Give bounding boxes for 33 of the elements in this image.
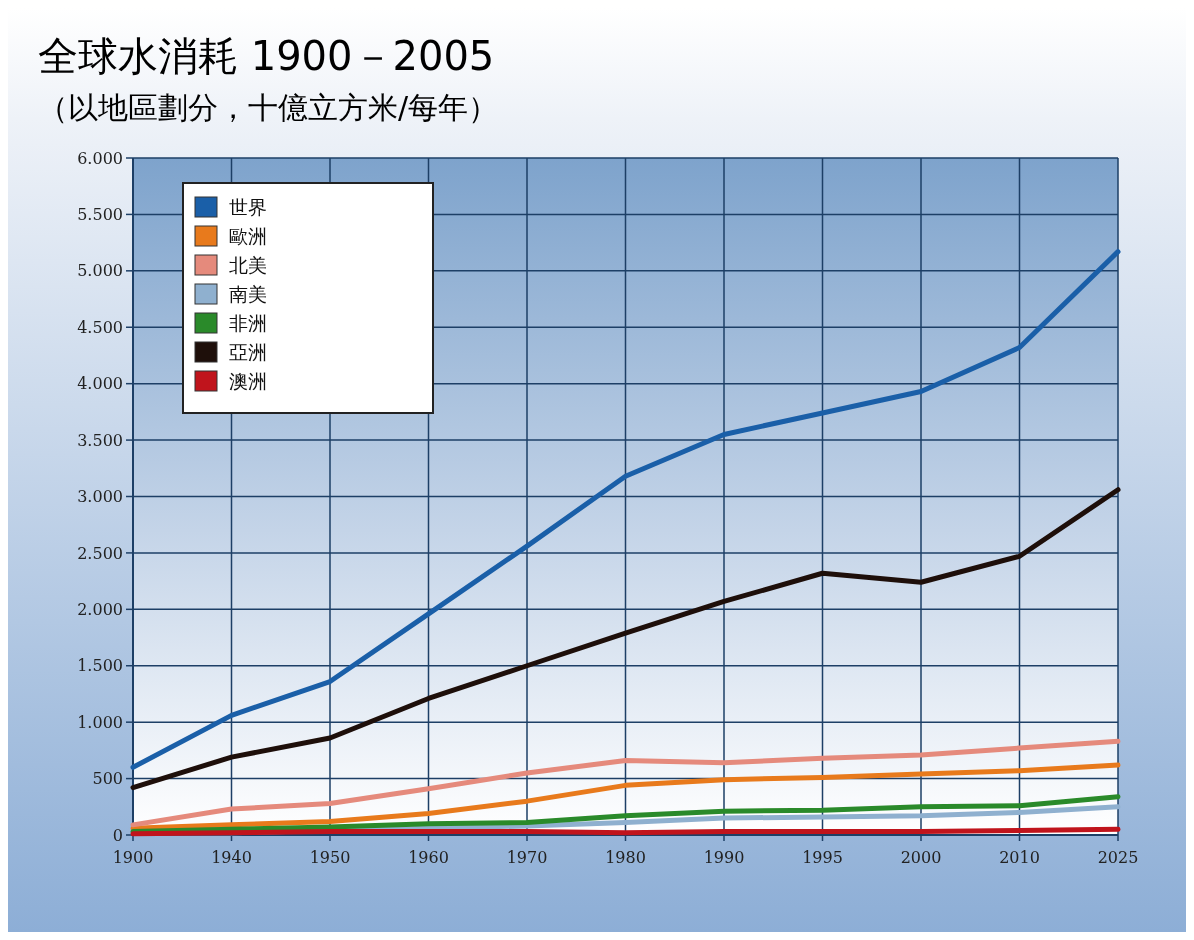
y-tick-label: 500 (92, 769, 123, 789)
chart-title: 全球水消耗 1900－2005 (38, 33, 495, 79)
x-tick-label: 1995 (802, 848, 843, 867)
legend-label: 歐洲 (229, 224, 267, 247)
legend-label: 世界 (229, 195, 267, 218)
x-tick-label: 1990 (703, 848, 745, 867)
y-tick-label: 2.000 (77, 599, 123, 619)
x-tick-label: 1970 (506, 848, 548, 867)
x-tick-label: 1950 (309, 848, 351, 867)
x-tick-label: 1940 (211, 848, 252, 867)
y-tick-label: 1.500 (77, 656, 123, 676)
y-tick-label: 3.500 (77, 430, 123, 450)
y-tick-label: 0 (112, 825, 123, 845)
y-tick-label: 2.500 (77, 543, 123, 563)
legend-label: 澳洲 (229, 369, 267, 392)
x-tick-label: 2010 (999, 848, 1040, 867)
legend-label: 非洲 (229, 311, 267, 334)
y-tick-label: 4.500 (77, 317, 123, 337)
legend-label: 亞洲 (229, 340, 267, 363)
x-tick-label: 1900 (112, 848, 154, 867)
x-tick-label: 2025 (1097, 848, 1139, 867)
y-tick-label: 1.000 (77, 712, 123, 732)
x-tick-label: 2000 (900, 848, 942, 867)
y-tick-label: 4.000 (77, 374, 123, 394)
chart-subtitle: （以地區劃分，十億立方米/每年） (38, 90, 499, 125)
legend-label: 北美 (229, 253, 267, 276)
x-tick-label: 1960 (408, 848, 449, 867)
y-tick-label: 5.500 (77, 205, 123, 225)
x-tick-label: 1980 (605, 848, 646, 867)
y-tick-label: 6.000 (77, 148, 123, 168)
legend-label: 南美 (229, 282, 267, 305)
y-tick-label: 5.000 (77, 261, 123, 281)
y-tick-label: 3.000 (77, 487, 123, 507)
